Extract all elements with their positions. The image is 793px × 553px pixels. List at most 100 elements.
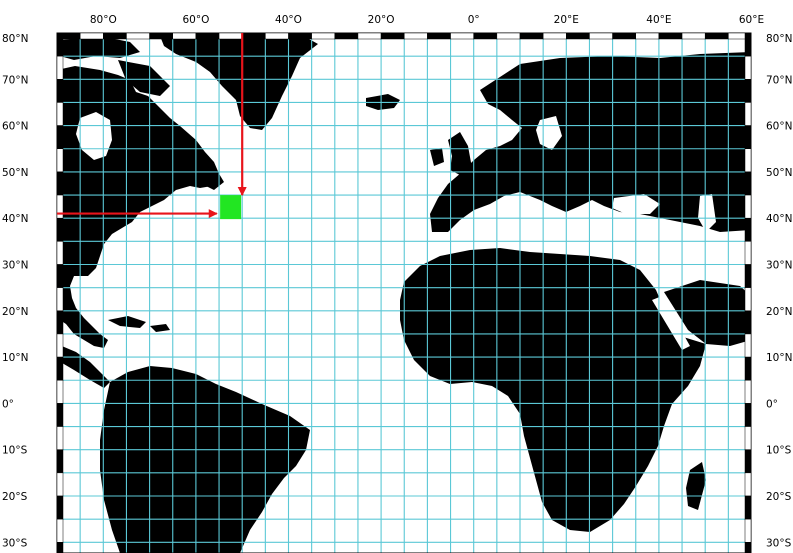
checker-cell-left <box>56 194 64 219</box>
checker-cell-top <box>126 32 150 40</box>
checker-cell-left <box>56 542 64 553</box>
red-sea <box>652 296 690 350</box>
latitude-label-left: 70°N <box>2 74 28 86</box>
checker-cell-top <box>334 32 359 40</box>
checker-cell-right <box>744 241 752 265</box>
latitude-label-left: 60°N <box>2 121 28 133</box>
checker-cell-left <box>56 426 64 450</box>
checker-cell-top <box>218 32 243 40</box>
checkered-border <box>56 32 752 553</box>
longitude-label: 20°E <box>554 14 579 26</box>
latitude-label-left: 80°N <box>2 33 28 45</box>
checker-cell-left <box>56 403 64 427</box>
checker-cell-left <box>56 356 64 381</box>
checker-cell-right <box>744 148 752 173</box>
mediterranean-sea <box>470 222 650 250</box>
longitude-label: 20°O <box>368 14 395 26</box>
longitude-label: 40°E <box>646 14 671 26</box>
checker-cell-top <box>149 32 174 40</box>
checker-cell-top <box>241 32 266 40</box>
longitude-label: 60°O <box>182 14 209 26</box>
longitude-label: 40°O <box>275 14 302 26</box>
checker-cell-top <box>658 32 683 40</box>
checker-cell-top <box>103 32 127 40</box>
latitude-label-left: 30°N <box>2 260 28 272</box>
checker-cell-top <box>566 32 590 40</box>
checker-cell-left <box>56 333 64 358</box>
latitude-label-right: 20°N <box>766 306 792 318</box>
checker-cell-right <box>744 79 752 103</box>
checker-cell-top <box>172 32 197 40</box>
checker-cell-top <box>589 32 613 40</box>
latitude-label-right: 10°N <box>766 352 792 364</box>
latitude-label-left: 40°N <box>2 213 28 225</box>
checker-cell-top <box>404 32 428 40</box>
checker-cell-left <box>56 79 64 103</box>
checker-cell-top <box>704 32 729 40</box>
latitude-label-right: 30°N <box>766 260 792 272</box>
checker-cell-left <box>56 495 64 520</box>
longitude-label: 80°O <box>90 14 117 26</box>
checker-cell-left <box>56 171 64 196</box>
checker-cell-left <box>56 102 64 126</box>
coordinate-labels: 80°O 60°O 40°O 20°O 0° 20°E 40°E 60°E80°N 80°N70… <box>2 14 792 549</box>
checker-cell-right <box>744 518 752 543</box>
checker-cell-right <box>744 310 752 335</box>
latitude-label-right: 10°S <box>766 445 792 457</box>
baffin-island <box>118 60 170 96</box>
hispaniola <box>150 324 170 332</box>
central-america <box>57 344 110 388</box>
checker-cell-left <box>56 217 64 242</box>
eurasia <box>430 52 751 232</box>
checker-cell-right <box>744 380 752 404</box>
checker-cell-left <box>56 380 64 404</box>
checker-cell-top <box>450 32 474 40</box>
checker-cell-right <box>744 495 752 520</box>
checker-cell-top <box>380 32 405 40</box>
checker-cell-top <box>311 32 336 40</box>
checker-cell-left <box>56 449 64 474</box>
cuba <box>108 316 146 328</box>
checker-cell-top <box>427 32 451 40</box>
baltic-sea <box>536 116 562 150</box>
latitude-label-left: 20°N <box>2 306 28 318</box>
arabian-peninsula <box>664 280 751 346</box>
latitude-label-right: 40°N <box>766 213 792 225</box>
latitude-label-left: 30°S <box>2 537 28 549</box>
great-britain <box>448 132 472 176</box>
checker-cell-top <box>357 32 382 40</box>
checker-cell-left <box>56 125 64 149</box>
checker-cell-left <box>56 32 64 57</box>
location-marker <box>220 195 242 220</box>
latitude-label-left: 0° <box>2 398 14 410</box>
checker-cell-top <box>612 32 636 40</box>
checker-cell-top <box>195 32 220 40</box>
latitude-label-right: 30°S <box>766 537 792 549</box>
checker-cell-right <box>744 102 752 126</box>
latitude-label-left: 20°S <box>2 491 28 503</box>
graticule-grid <box>57 33 751 553</box>
checker-cell-right <box>744 403 752 427</box>
checker-cell-right <box>744 542 752 553</box>
checker-cell-right <box>744 264 752 288</box>
checker-cell-right <box>744 287 752 312</box>
checker-cell-top <box>288 32 312 40</box>
checker-cell-top <box>496 32 521 40</box>
checker-cell-top <box>635 32 660 40</box>
checker-cell-left <box>56 310 64 335</box>
latitude-label-right: 50°N <box>766 167 792 179</box>
checker-cell-right <box>744 217 752 242</box>
ireland <box>430 148 444 166</box>
checker-cell-top <box>265 32 289 40</box>
checker-cell-right <box>744 32 752 57</box>
latitude-label-left: 10°S <box>2 445 28 457</box>
greenland <box>160 33 318 130</box>
checker-cell-right <box>744 171 752 196</box>
latitude-label-left: 10°N <box>2 352 28 364</box>
checker-cell-top <box>542 32 567 40</box>
latitude-label-left: 50°N <box>2 167 28 179</box>
checker-cell-top <box>681 32 706 40</box>
latitude-label-right: 80°N <box>766 33 792 45</box>
checker-cell-right <box>744 472 752 497</box>
